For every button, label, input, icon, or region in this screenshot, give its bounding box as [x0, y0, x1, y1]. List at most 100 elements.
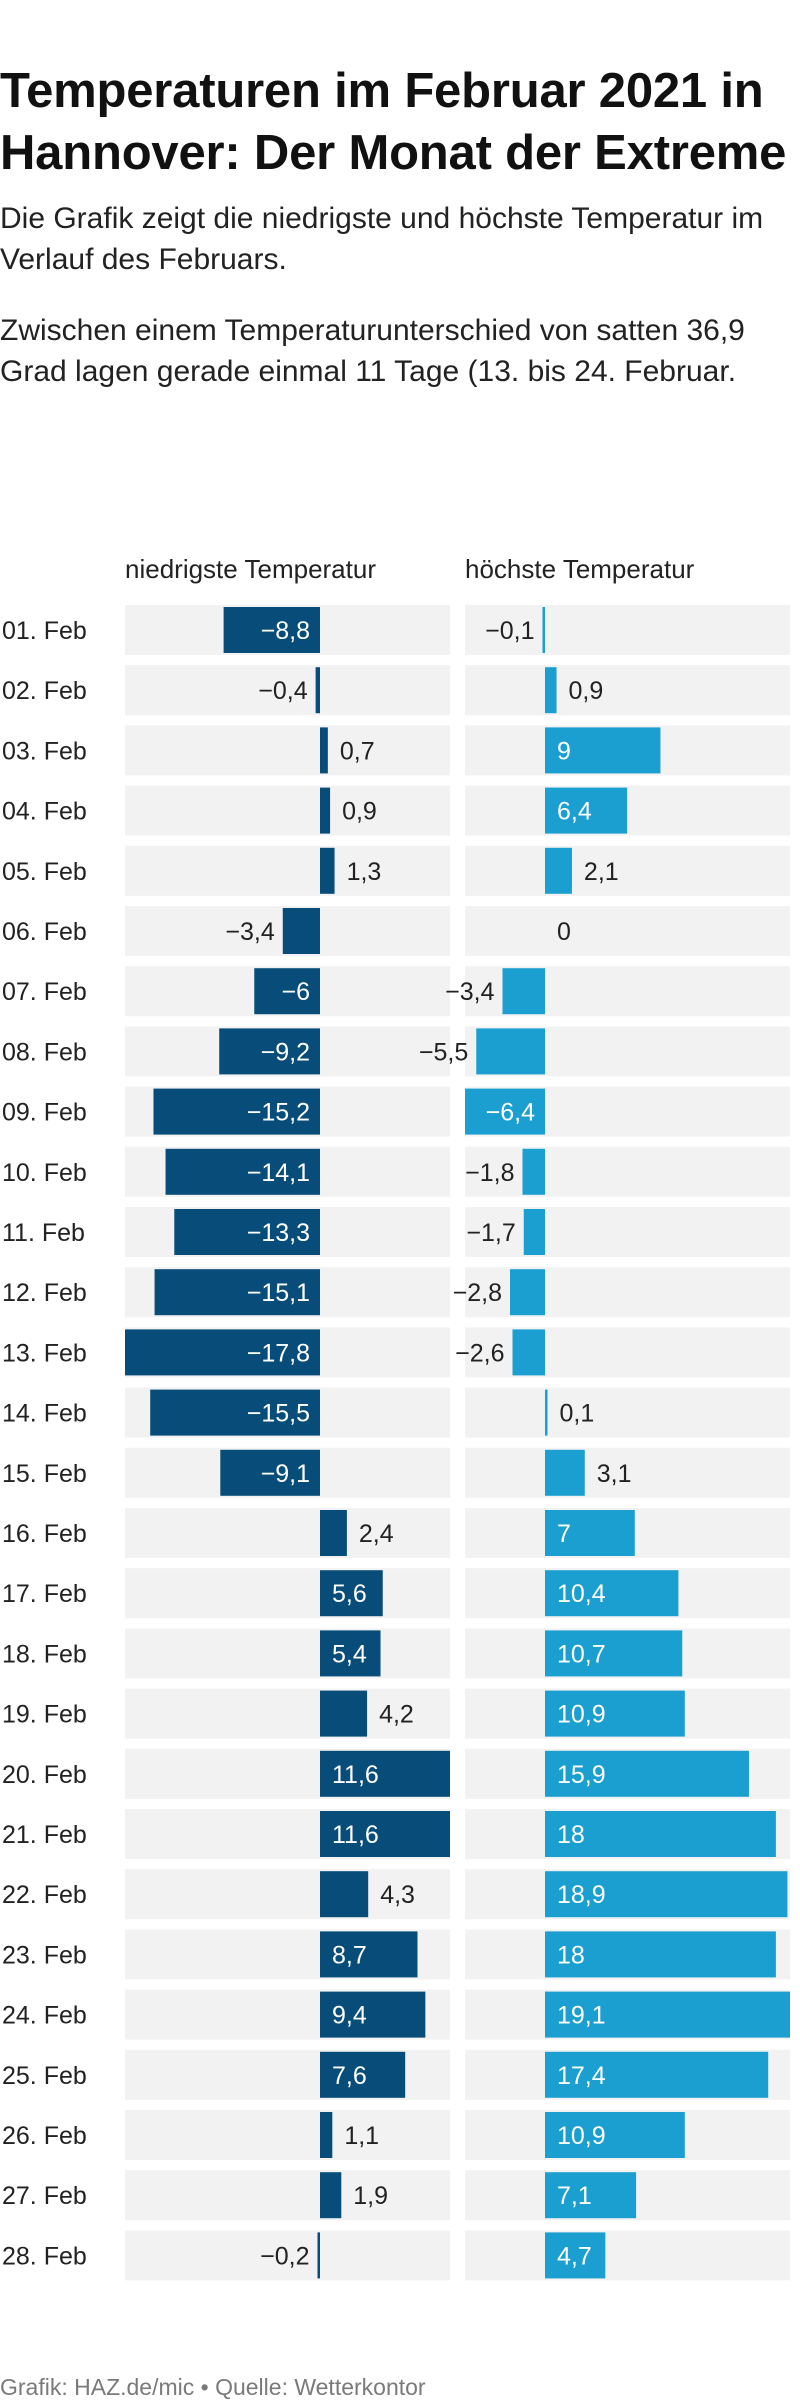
- bar-min: [254, 968, 320, 1015]
- value-label-max: 0: [557, 918, 571, 946]
- chart-description: Die Grafik zeigt die niedrigste und höch…: [0, 202, 764, 276]
- row-background-min: [125, 785, 450, 836]
- bar-max: [545, 1991, 790, 2038]
- bar-min: [320, 787, 331, 834]
- value-label-min: 4,3: [380, 1881, 415, 1909]
- value-label-min: −15,5: [247, 1400, 310, 1428]
- bar-min: [315, 667, 320, 714]
- value-label-min: −13,3: [247, 1219, 310, 1247]
- bar-max: [545, 1811, 776, 1857]
- bar-max: [545, 1750, 749, 1797]
- bar-max: [545, 1389, 548, 1436]
- bar-max: [545, 2232, 606, 2279]
- row-background-min: [125, 1508, 450, 1558]
- bar-min: [282, 908, 320, 954]
- value-label-max: −1,7: [466, 1219, 515, 1247]
- bar-max: [545, 667, 557, 714]
- value-label-min: 5,4: [332, 1640, 367, 1668]
- row-date-label: 13. Feb: [2, 1339, 87, 1367]
- row-background-max: [465, 906, 790, 956]
- row-background-min: [125, 2110, 450, 2160]
- value-label-min: 7,6: [332, 2062, 367, 2090]
- bar-max: [545, 2172, 637, 2219]
- value-label-min: 11,6: [332, 1821, 379, 1849]
- bar-max: [545, 1570, 679, 1617]
- row-background-min: [125, 845, 450, 896]
- row-date-label: 22. Feb: [2, 1881, 87, 1909]
- row-date-label: 19. Feb: [2, 1701, 87, 1729]
- bar-max: [545, 1630, 683, 1677]
- row-background-min: [125, 665, 450, 716]
- bar-min: [320, 727, 328, 774]
- row-date-label: 01. Feb: [2, 617, 87, 645]
- chart-title: Temperaturen im Februar 2021 in Hannover…: [0, 64, 787, 180]
- bar-min: [219, 1028, 320, 1075]
- row-background-max: [465, 2230, 790, 2281]
- value-label-max: 10,9: [557, 1701, 606, 1729]
- bar-min: [320, 1931, 418, 1978]
- bar-min: [320, 2112, 333, 2158]
- value-label-min: 8,7: [332, 1941, 367, 1969]
- bar-max: [542, 607, 545, 653]
- value-label-max: 4,7: [557, 2242, 592, 2270]
- row-date-label: 23. Feb: [2, 1941, 87, 1969]
- row-date-label: 14. Feb: [2, 1400, 87, 1428]
- bar-min: [317, 2232, 320, 2279]
- row-date-label: 20. Feb: [2, 1761, 87, 1789]
- bar-max: [545, 847, 572, 894]
- value-label-min: 0,9: [342, 798, 377, 826]
- row-date-label: 07. Feb: [2, 978, 87, 1006]
- row-background-max: [465, 785, 790, 836]
- row-date-label: 28. Feb: [2, 2242, 87, 2270]
- value-label-min: −17,8: [247, 1339, 310, 1367]
- chart-footer: Grafik: HAZ.de/mic • Quelle: Wetterkonto…: [0, 2374, 426, 2400]
- value-label-min: 11,6: [332, 1761, 379, 1789]
- value-label-max: 18,9: [557, 1881, 606, 1909]
- bar-max: [545, 787, 628, 834]
- row-date-label: 26. Feb: [2, 2122, 87, 2150]
- bar-min: [320, 847, 335, 894]
- value-label-max: −2,8: [453, 1279, 502, 1307]
- column-header-min: niedrigste Temperatur: [125, 554, 376, 584]
- bar-min: [320, 1991, 426, 2038]
- row-date-label: 25. Feb: [2, 2062, 87, 2090]
- chart-description-2: Zwischen einem Temperaturunterschied von…: [0, 314, 745, 388]
- row-background-min: [125, 1568, 450, 1619]
- row-date-label: 02. Feb: [2, 677, 87, 705]
- bar-min: [220, 1449, 320, 1496]
- row-date-label: 04. Feb: [2, 798, 87, 826]
- row-background-max: [465, 1146, 790, 1197]
- temperature-bar-chart: niedrigste Temperatur höchste Temperatur 0…: [2, 554, 790, 2281]
- bar-min: [154, 1269, 320, 1316]
- row-background-min: [125, 1869, 450, 1920]
- bar-min: [320, 2172, 342, 2219]
- value-label-max: 15,9: [557, 1761, 606, 1789]
- value-label-max: 7,1: [557, 2182, 592, 2210]
- row-date-label: 10. Feb: [2, 1159, 87, 1187]
- bar-min: [320, 1630, 381, 1677]
- value-label-min: −9,1: [261, 1460, 310, 1488]
- bar-min: [320, 1750, 450, 1797]
- value-label-max: −0,1: [485, 617, 534, 645]
- row-background-max: [465, 845, 790, 896]
- value-label-max: −3,4: [445, 978, 494, 1006]
- bar-min: [320, 1811, 450, 1857]
- row-background-min: [125, 1688, 450, 1739]
- value-label-max: 18: [557, 1941, 585, 1969]
- chart-header: Temperaturen im Februar 2021 in Hannover…: [0, 60, 800, 392]
- value-label-min: 1,1: [344, 2122, 379, 2150]
- value-label-min: 1,9: [353, 2182, 388, 2210]
- value-label-max: 7: [557, 1520, 571, 1548]
- value-label-max: 9: [557, 737, 571, 765]
- row-background-max: [465, 665, 790, 716]
- bar-max: [545, 2112, 685, 2158]
- row-date-label: 03. Feb: [2, 737, 87, 765]
- value-label-max: 2,1: [584, 858, 619, 886]
- row-date-label: 16. Feb: [2, 1520, 87, 1548]
- row-date-label: 24. Feb: [2, 2002, 87, 2030]
- row-date-label: 15. Feb: [2, 1460, 87, 1488]
- value-label-max: 6,4: [557, 798, 592, 826]
- value-label-min: −15,1: [247, 1279, 310, 1307]
- bar-max: [545, 1931, 776, 1978]
- row-date-label: 11. Feb: [2, 1219, 85, 1247]
